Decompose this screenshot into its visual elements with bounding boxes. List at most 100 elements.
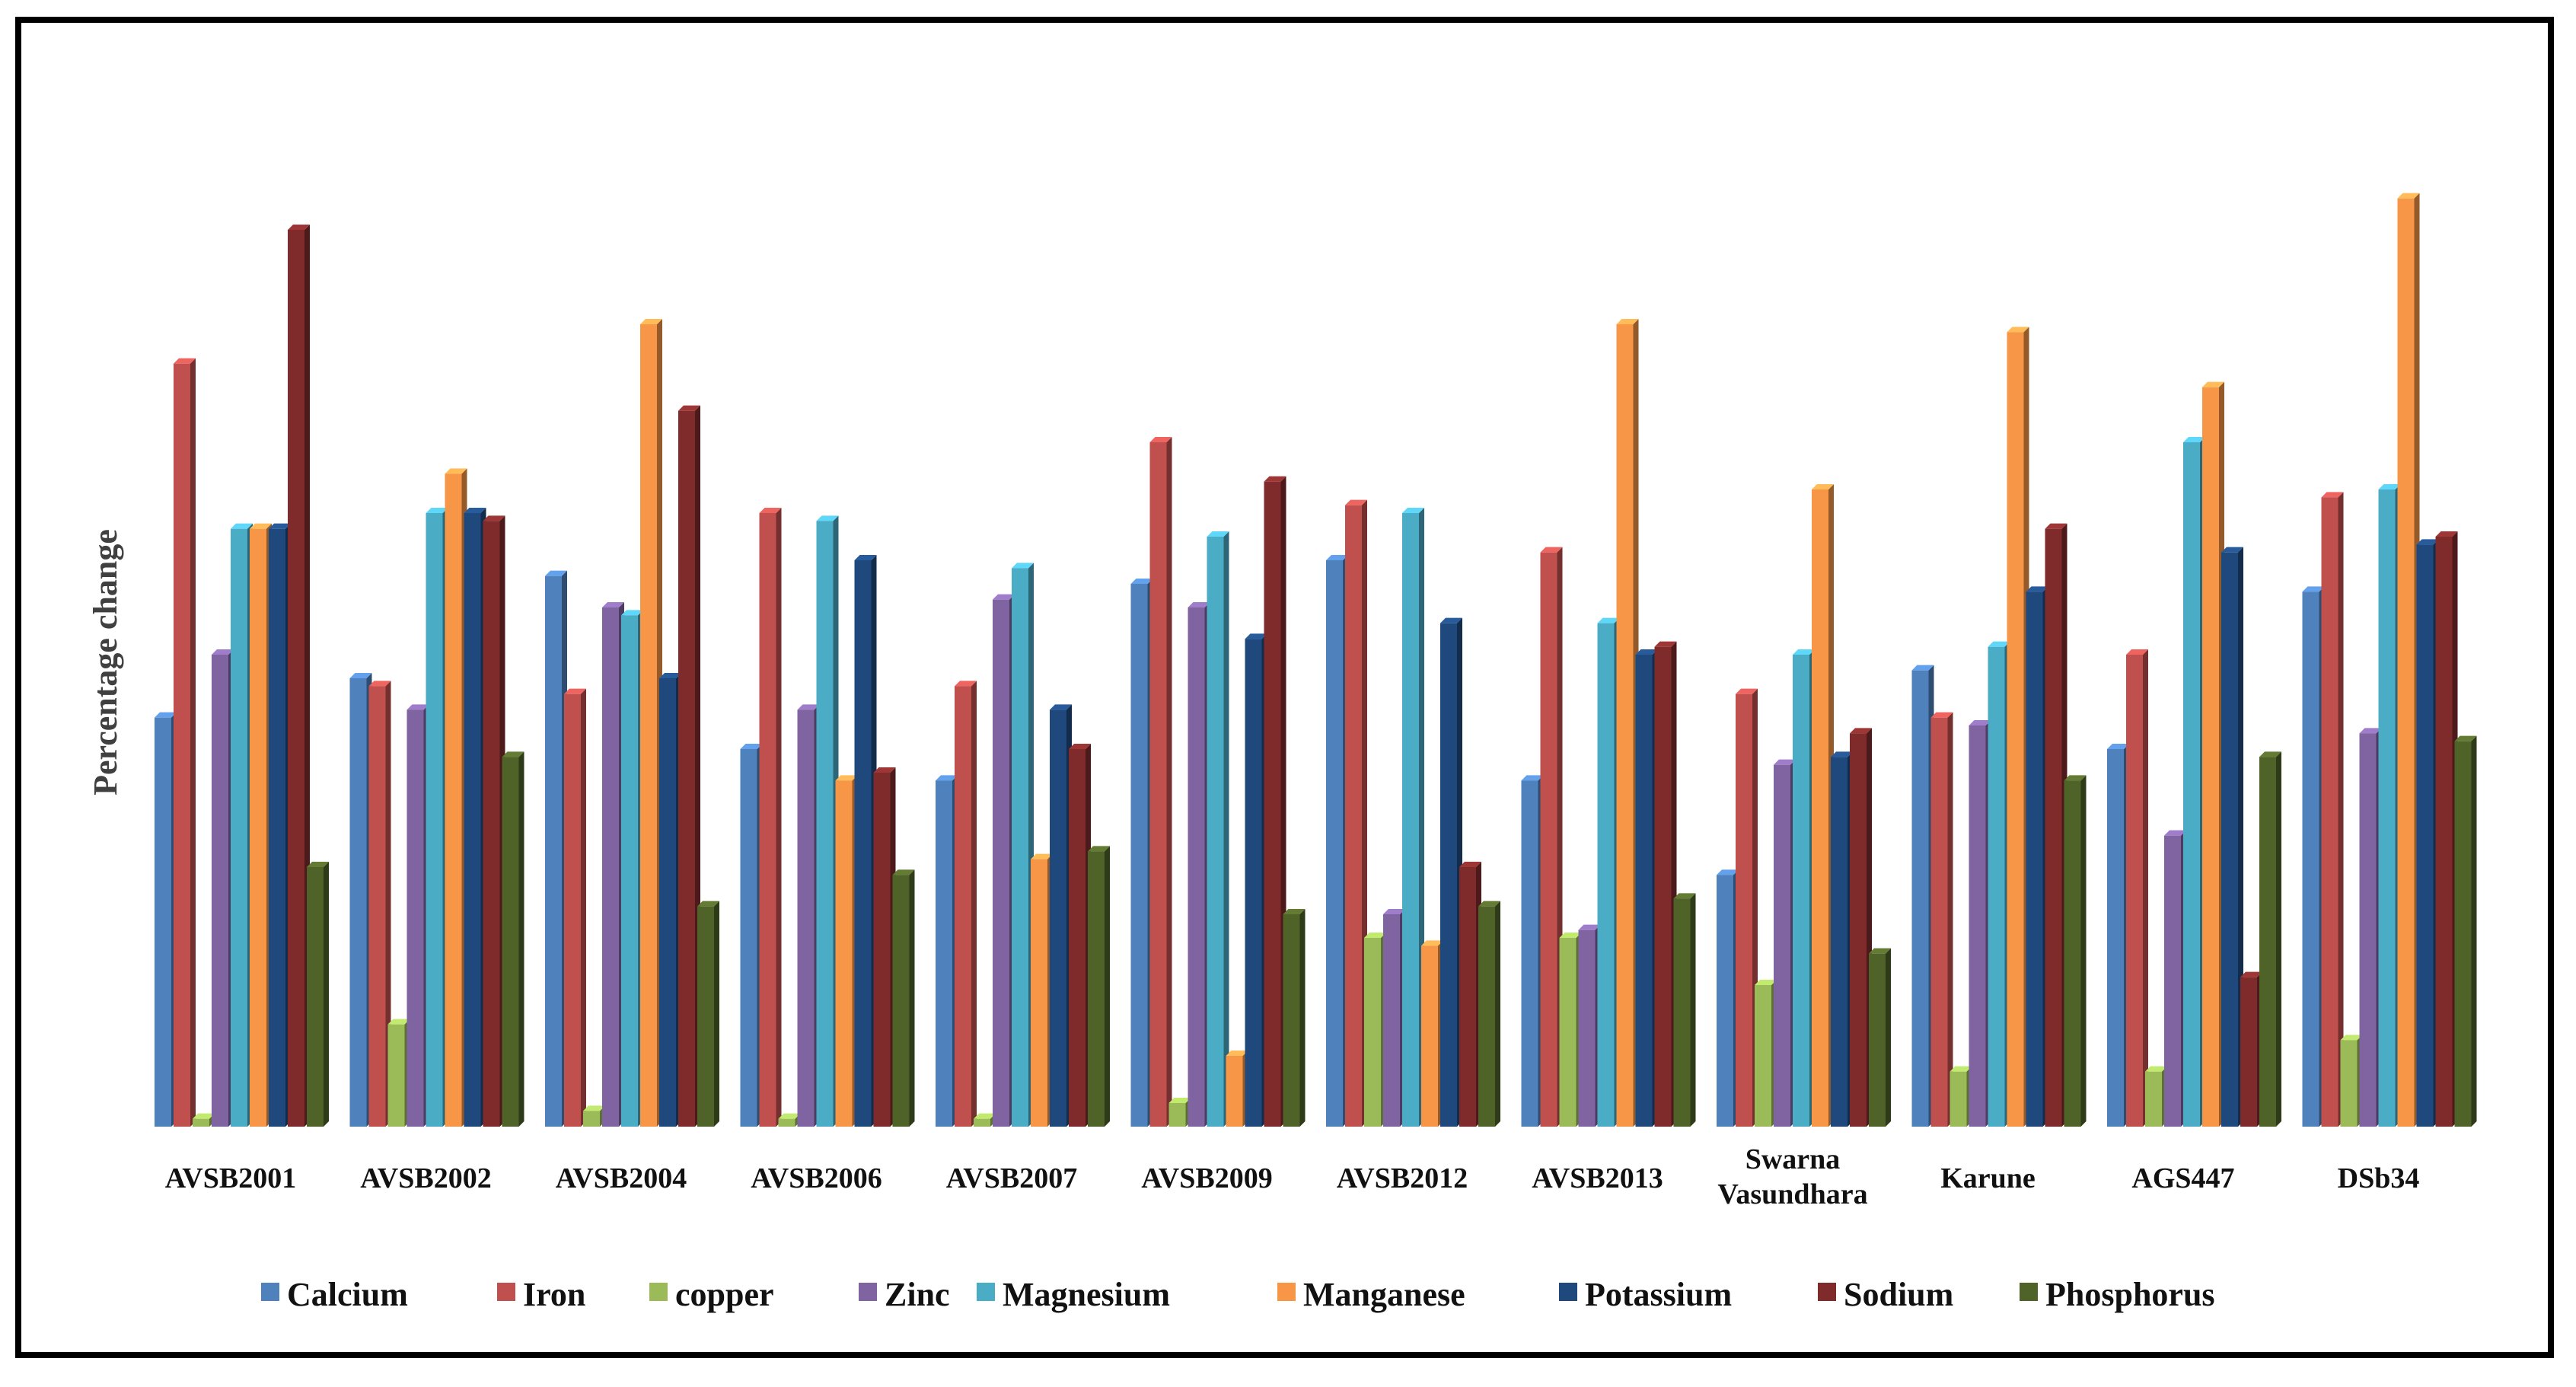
bar-copper-11 — [2145, 1066, 2167, 1127]
category-label-6: AVSB2009 — [1141, 1162, 1272, 1194]
bar-magnesium-4 — [816, 515, 839, 1127]
bar-iron-12 — [2321, 492, 2344, 1127]
bar-potassium-7 — [1440, 617, 1462, 1127]
bar-manganese-11 — [2202, 381, 2224, 1127]
bar-phosphorus-6 — [1283, 909, 1306, 1127]
legend-swatch-iron — [497, 1283, 515, 1301]
bar-zinc-12 — [2359, 728, 2382, 1127]
bar-manganese-1 — [250, 523, 272, 1127]
bar-potassium-10 — [2026, 586, 2048, 1127]
bar-phosphorus-3 — [697, 901, 719, 1127]
bar-phosphorus-11 — [2259, 751, 2281, 1127]
chart-canvas: Percentage change AVSB2001 AVSB2002 AVSB20… — [87, 193, 2477, 1313]
legend: Calcium Iron copper Zinc Magnesium Manganese P… — [261, 1276, 2215, 1313]
bar-potassium-12 — [2416, 539, 2439, 1127]
bar-iron-9 — [1736, 688, 1758, 1127]
bar-copper-2 — [387, 1019, 410, 1127]
bar-potassium-5 — [1050, 704, 1072, 1127]
bar-phosphorus-1 — [307, 862, 329, 1127]
bar-iron-1 — [174, 358, 196, 1127]
bar-manganese-7 — [1421, 940, 1443, 1127]
bar-calcium-1 — [155, 712, 177, 1127]
legend-swatch-calcium — [261, 1283, 279, 1301]
bar-calcium-4 — [740, 744, 763, 1127]
legend-label-manganese: Manganese — [1303, 1276, 1465, 1313]
bars-layer — [155, 193, 2477, 1127]
legend-swatch-sodium — [1818, 1283, 1836, 1301]
bar-calcium-9 — [1717, 869, 1739, 1127]
bar-zinc-1 — [212, 649, 234, 1127]
bar-zinc-10 — [1969, 720, 1991, 1127]
bar-manganese-5 — [1031, 853, 1053, 1127]
bar-magnesium-3 — [621, 610, 643, 1127]
bar-sodium-2 — [483, 515, 505, 1127]
category-label-8: AVSB2013 — [1532, 1162, 1663, 1194]
bar-calcium-8 — [1521, 775, 1544, 1127]
bar-sodium-7 — [1459, 862, 1481, 1127]
bar-copper-6 — [1168, 1098, 1191, 1127]
bar-calcium-12 — [2302, 586, 2325, 1127]
legend-swatch-phosphorus — [2020, 1283, 2038, 1301]
bar-magnesium-9 — [1793, 649, 1815, 1127]
bar-manganese-3 — [640, 319, 662, 1127]
bar-copper-10 — [1950, 1066, 1972, 1127]
legend-label-sodium: Sodium — [1844, 1276, 1953, 1313]
category-labels: AVSB2001 AVSB2002 AVSB2004 AVSB2006 AVSB2007… — [165, 1143, 2420, 1210]
category-label-2: AVSB2002 — [360, 1162, 491, 1194]
legend-swatch-manganese — [1277, 1283, 1296, 1301]
bar-sodium-5 — [1069, 744, 1091, 1127]
category-label-4: AVSB2006 — [751, 1162, 882, 1194]
bar-zinc-7 — [1383, 909, 1405, 1127]
bar-phosphorus-5 — [1088, 846, 1110, 1127]
bar-copper-8 — [1559, 933, 1582, 1127]
bar-phosphorus-8 — [1673, 893, 1696, 1127]
bar-calcium-7 — [1326, 555, 1348, 1127]
bar-manganese-6 — [1226, 1051, 1248, 1127]
legend-label-iron: Iron — [523, 1276, 585, 1313]
bar-phosphorus-4 — [892, 869, 915, 1127]
bar-zinc-3 — [602, 602, 624, 1127]
bar-sodium-6 — [1264, 476, 1286, 1127]
category-label-5: AVSB2007 — [946, 1162, 1077, 1194]
bar-calcium-6 — [1130, 579, 1153, 1127]
bar-potassium-2 — [464, 508, 486, 1127]
category-label-7: AVSB2012 — [1337, 1162, 1468, 1194]
bar-iron-11 — [2126, 649, 2148, 1127]
legend-swatch-potassium — [1559, 1283, 1577, 1301]
bar-magnesium-6 — [1207, 531, 1229, 1127]
bar-copper-4 — [778, 1113, 801, 1127]
bar-copper-1 — [193, 1113, 215, 1127]
bar-copper-9 — [1755, 980, 1777, 1127]
bar-iron-8 — [1540, 547, 1563, 1127]
bar-manganese-2 — [445, 468, 467, 1127]
bar-zinc-11 — [2164, 830, 2186, 1127]
category-label-11: AGS447 — [2131, 1162, 2234, 1194]
bar-magnesium-8 — [1597, 617, 1620, 1127]
bar-copper-7 — [1364, 933, 1386, 1127]
bar-iron-6 — [1149, 437, 1172, 1127]
bar-phosphorus-9 — [1869, 948, 1891, 1127]
bar-zinc-8 — [1578, 924, 1601, 1127]
bar-magnesium-10 — [1988, 641, 2010, 1127]
legend-label-calcium: Calcium — [287, 1276, 408, 1313]
bar-phosphorus-10 — [2064, 775, 2087, 1127]
bar-calcium-5 — [936, 775, 958, 1127]
category-label-12: DSb34 — [2338, 1162, 2420, 1194]
bar-phosphorus-7 — [1478, 901, 1500, 1127]
bar-manganese-4 — [835, 775, 858, 1127]
y-axis-title: Percentage change — [87, 529, 124, 796]
category-label-10: Karune — [1940, 1162, 2036, 1194]
legend-label-copper: copper — [675, 1276, 774, 1313]
bar-magnesium-5 — [1012, 563, 1034, 1127]
bar-iron-10 — [1930, 712, 1953, 1127]
bar-zinc-4 — [797, 704, 820, 1127]
bar-magnesium-7 — [1402, 508, 1424, 1127]
category-label-9: Swarna Vasundhara — [1717, 1143, 1867, 1210]
bar-potassium-8 — [1635, 649, 1658, 1127]
bar-zinc-2 — [406, 704, 429, 1127]
bar-potassium-4 — [854, 555, 877, 1127]
bar-calcium-2 — [349, 673, 372, 1127]
bar-calcium-11 — [2107, 744, 2129, 1127]
bar-zinc-5 — [993, 594, 1015, 1127]
category-label-3: AVSB2004 — [556, 1162, 687, 1194]
